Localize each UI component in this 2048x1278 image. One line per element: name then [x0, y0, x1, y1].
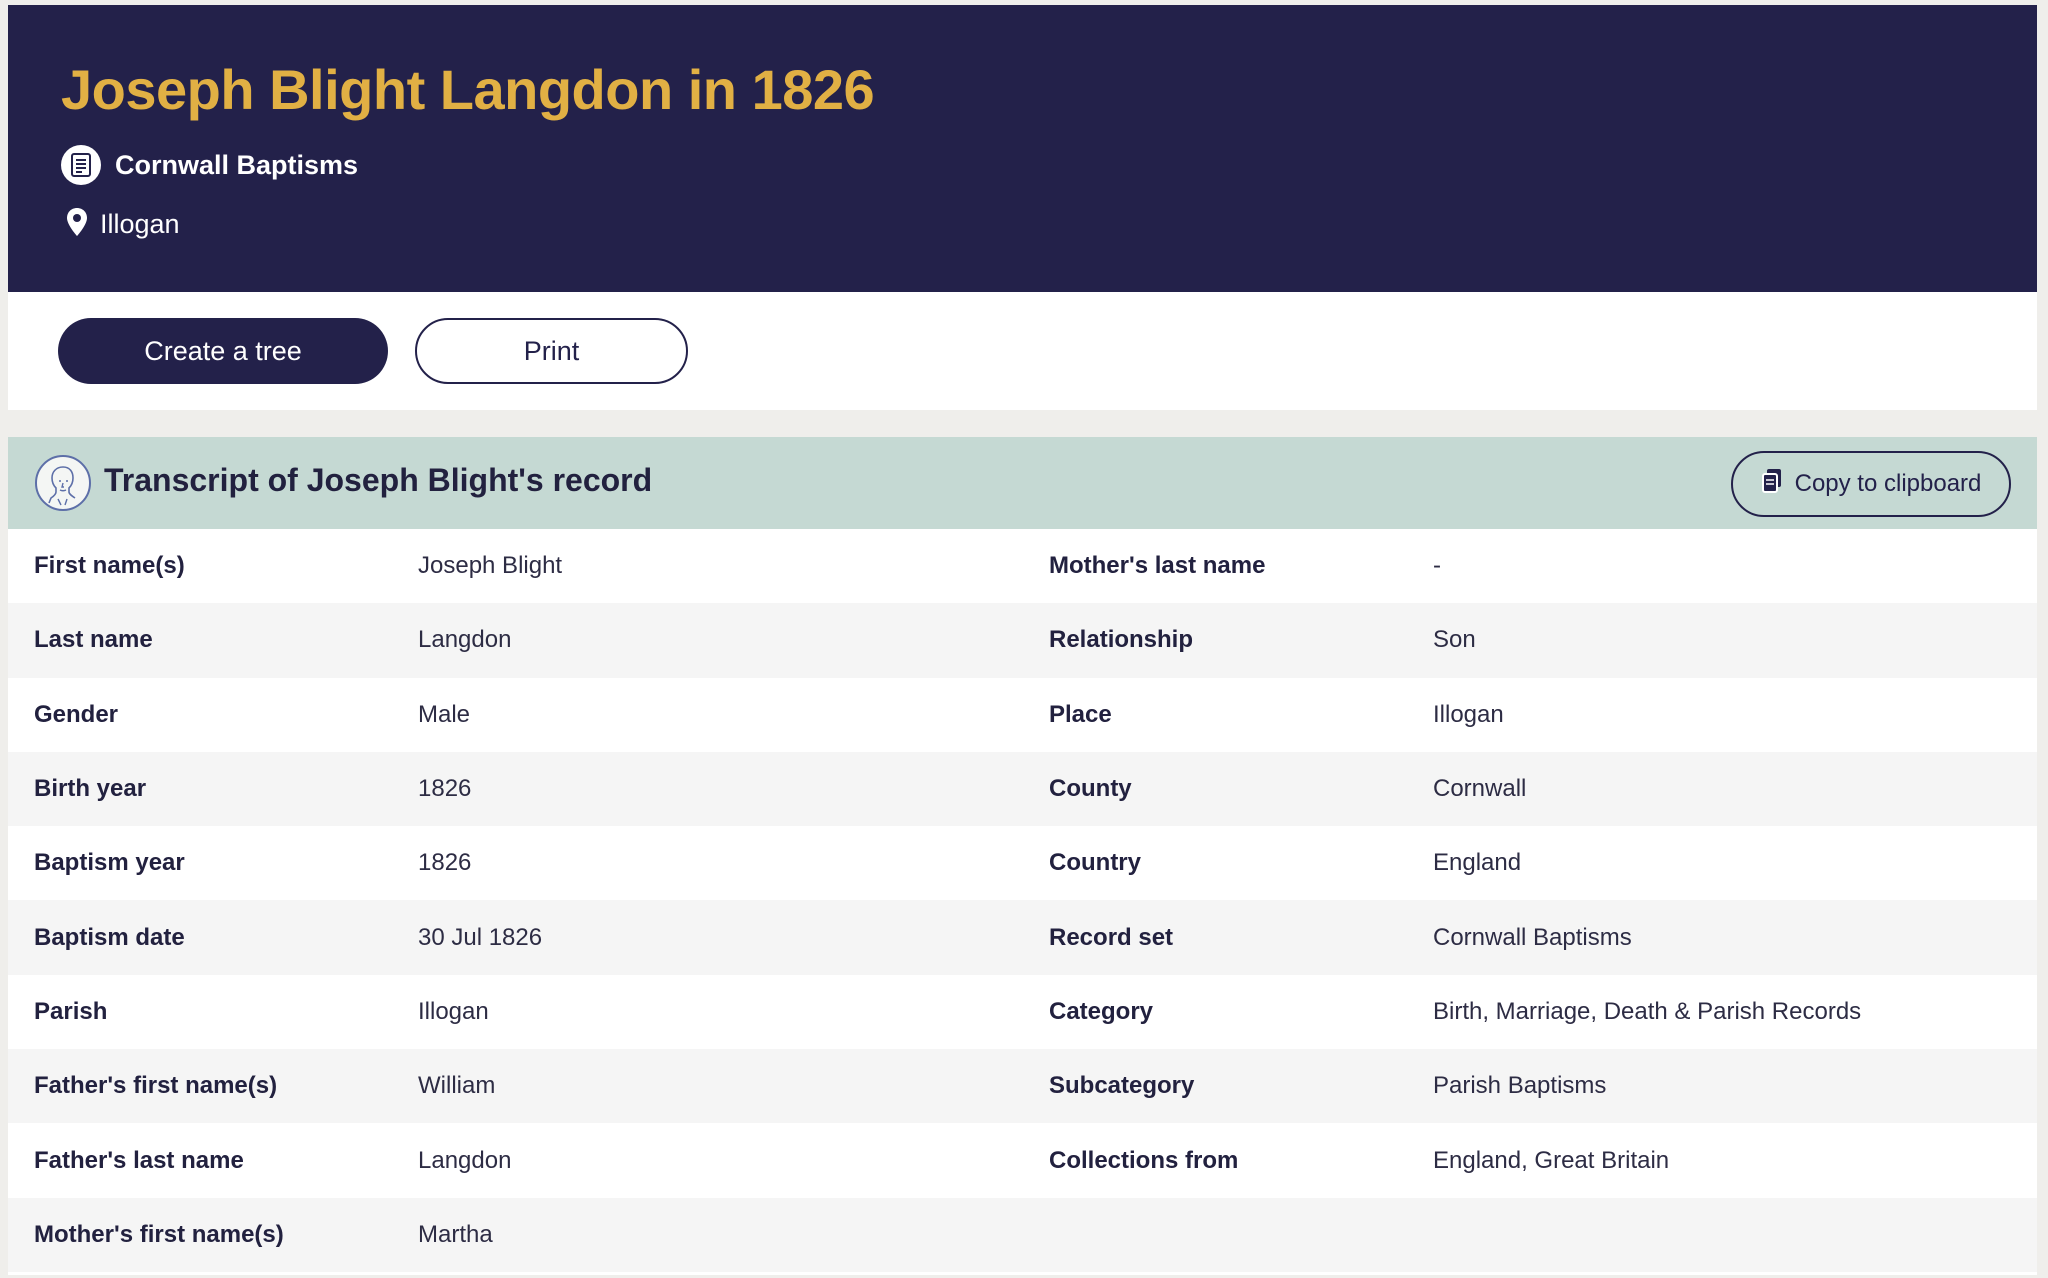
table-row: First name(s) Joseph Blight Mother's las…	[8, 529, 2037, 604]
transcript-panel: Transcript of Joseph Blight's record Cop…	[8, 437, 2037, 1275]
field-label: Parish	[34, 997, 108, 1025]
copy-label: Copy to clipboard	[1794, 470, 1982, 497]
table-row: Father's last name Langdon Collections f…	[8, 1123, 2037, 1198]
field-value: England	[1433, 849, 1522, 877]
field-label: Baptism year	[34, 849, 185, 877]
field-label: Mother's last name	[1049, 552, 1266, 580]
field-value: Illogan	[1433, 700, 1504, 728]
field-label: Place	[1049, 700, 1112, 728]
create-tree-button[interactable]: Create a tree	[58, 318, 388, 384]
print-button[interactable]: Print	[415, 318, 688, 384]
field-label: Record set	[1049, 923, 1174, 951]
table-row: Birth year 1826 County Cornwall	[8, 751, 2037, 827]
person-portrait-icon	[35, 455, 91, 511]
table-row: Last name Langdon Relationship Son	[8, 603, 2037, 678]
field-value: Parish Baptisms	[1433, 1072, 1607, 1100]
field-value: Langdon	[418, 1146, 512, 1174]
field-label: Country	[1049, 849, 1141, 877]
field-label: First name(s)	[34, 552, 185, 580]
field-value: Cornwall	[1433, 775, 1527, 803]
transcript-table: First name(s) Joseph Blight Mother's las…	[8, 529, 2037, 1272]
field-label: Father's last name	[34, 1146, 244, 1174]
field-label: Relationship	[1049, 626, 1194, 654]
copy-to-clipboard-button[interactable]: Copy to clipboard	[1731, 451, 2011, 517]
table-row: Baptism year 1826 Country England	[8, 826, 2037, 901]
page-title: Joseph Blight Langdon in 1826	[61, 58, 875, 121]
location-label: Illogan	[100, 209, 180, 239]
field-value: Langdon	[418, 626, 512, 654]
field-label: Mother's first name(s)	[34, 1220, 284, 1248]
field-label: Birth year	[34, 775, 147, 803]
record-header: Joseph Blight Langdon in 1826 Cornwall B…	[8, 5, 2037, 292]
field-value: 1826	[418, 775, 472, 803]
table-row: Gender Male Place Illogan	[8, 677, 2037, 752]
field-value: -	[1433, 552, 1441, 580]
table-row: Baptism date 30 Jul 1826 Record set Corn…	[8, 900, 2037, 975]
field-label: Father's first name(s)	[34, 1072, 278, 1100]
field-value: 30 Jul 1826	[418, 923, 543, 951]
document-icon	[61, 145, 101, 185]
transcript-title: Transcript of Joseph Blight's record	[104, 462, 653, 498]
field-label: Collections from	[1049, 1146, 1239, 1174]
field-label: Last name	[34, 626, 153, 654]
collection-label: Cornwall Baptisms	[115, 149, 359, 180]
action-bar: Create a tree Print	[8, 292, 2037, 410]
field-value: Male	[418, 700, 471, 728]
field-label: County	[1049, 775, 1132, 803]
field-value: Son	[1433, 626, 1476, 654]
field-value: England, Great Britain	[1433, 1146, 1670, 1174]
table-row: Father's first name(s) William Subcatego…	[8, 1049, 2037, 1124]
collection-link[interactable]: Cornwall Baptisms	[61, 145, 358, 185]
map-pin-icon	[66, 207, 88, 242]
clipboard-icon	[1761, 468, 1783, 501]
location: Illogan	[66, 207, 180, 242]
field-value: Cornwall Baptisms	[1433, 923, 1632, 951]
field-label: Subcategory	[1049, 1072, 1195, 1100]
field-value: Martha	[418, 1220, 493, 1248]
field-value: William	[418, 1072, 496, 1100]
transcript-header: Transcript of Joseph Blight's record Cop…	[8, 437, 2037, 529]
field-label: Category	[1049, 997, 1154, 1025]
field-label: Gender	[34, 700, 119, 728]
field-value: Joseph Blight	[418, 552, 563, 580]
table-row: Mother's first name(s) Martha	[8, 1197, 2037, 1272]
field-value: 1826	[418, 849, 472, 877]
field-label: Baptism date	[34, 923, 185, 951]
field-value: Birth, Marriage, Death & Parish Records	[1433, 997, 1862, 1025]
table-row: Parish Illogan Category Birth, Marriage,…	[8, 974, 2037, 1050]
field-value: Illogan	[418, 997, 489, 1025]
